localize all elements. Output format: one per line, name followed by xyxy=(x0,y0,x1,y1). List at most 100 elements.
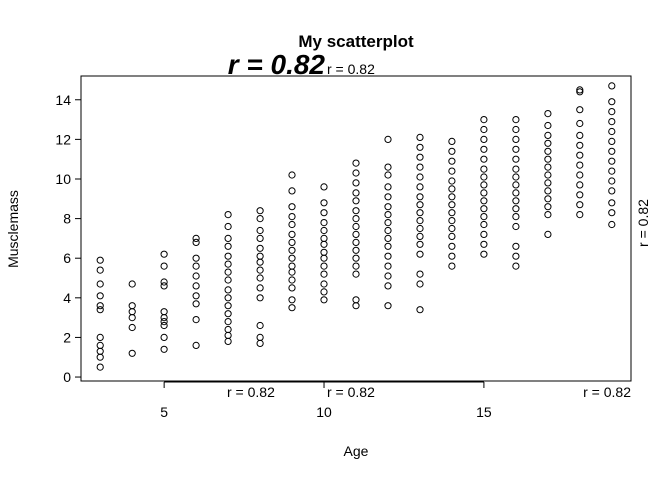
data-point xyxy=(128,323,136,332)
data-point xyxy=(256,284,264,292)
data-point xyxy=(576,106,584,114)
data-point xyxy=(352,238,360,246)
data-point xyxy=(416,193,424,201)
data-point xyxy=(608,167,616,175)
data-point xyxy=(608,177,616,185)
data-point xyxy=(384,234,392,242)
data-point xyxy=(544,203,552,211)
data-point xyxy=(320,262,328,270)
data-point xyxy=(192,292,200,300)
data-point xyxy=(416,173,424,181)
data-point xyxy=(320,219,328,227)
data-point xyxy=(224,252,232,260)
data-point xyxy=(288,262,296,270)
data-point xyxy=(256,294,264,302)
data-point xyxy=(352,179,360,187)
data-point xyxy=(480,189,488,197)
data-point xyxy=(256,234,264,242)
data-point xyxy=(448,147,456,155)
data-point xyxy=(256,266,264,274)
data-point xyxy=(384,242,392,250)
data-point xyxy=(416,240,424,248)
data-point xyxy=(608,187,616,195)
data-point xyxy=(448,224,456,233)
data-point xyxy=(384,302,392,310)
data-point xyxy=(256,226,264,235)
data-point xyxy=(448,177,456,185)
data-point xyxy=(320,248,328,256)
data-point xyxy=(256,339,264,347)
data-point xyxy=(192,234,200,242)
data-point xyxy=(416,250,424,258)
data-point xyxy=(96,266,104,274)
data-point xyxy=(480,135,488,143)
data-point xyxy=(384,226,392,235)
data-point xyxy=(352,254,360,262)
chart-title: My scatterplot xyxy=(298,32,414,51)
data-point xyxy=(384,282,392,290)
data-point xyxy=(288,203,296,211)
data-point xyxy=(384,163,392,171)
data-point xyxy=(384,211,392,219)
data-point xyxy=(224,337,232,345)
data-point xyxy=(544,230,552,238)
data-point xyxy=(448,201,456,209)
data-point xyxy=(448,157,456,165)
data-point xyxy=(448,185,456,193)
data-point xyxy=(384,203,392,211)
data-point xyxy=(352,159,360,167)
data-point xyxy=(576,191,584,199)
data-point xyxy=(512,165,520,173)
data-point xyxy=(544,131,552,139)
data-point xyxy=(480,213,488,221)
data-point xyxy=(512,222,520,231)
data-point xyxy=(288,213,296,221)
data-point xyxy=(352,296,360,304)
data-point xyxy=(224,222,232,231)
data-point xyxy=(128,349,136,357)
data-point xyxy=(96,292,104,300)
correlation-annotation-bottom-right: r = 0.82 xyxy=(583,384,631,400)
data-point xyxy=(608,127,616,136)
y-tick-label: 8 xyxy=(63,211,71,227)
data-point xyxy=(224,286,232,294)
data-point xyxy=(192,272,200,280)
data-point xyxy=(352,189,360,197)
data-point xyxy=(128,280,136,288)
data-point xyxy=(384,252,392,260)
data-point xyxy=(192,316,200,324)
data-point xyxy=(480,145,488,153)
data-point xyxy=(608,137,616,145)
data-point xyxy=(544,171,552,179)
data-point xyxy=(160,321,168,330)
data-point xyxy=(416,133,424,141)
data-point xyxy=(320,288,328,296)
data-point xyxy=(480,230,488,238)
data-point xyxy=(480,197,488,205)
data-point xyxy=(544,155,552,163)
data-point xyxy=(576,201,584,209)
data-point xyxy=(160,262,168,270)
points-layer xyxy=(96,82,616,371)
data-point xyxy=(448,242,456,250)
data-point xyxy=(288,246,296,254)
data-point xyxy=(544,187,552,195)
data-point xyxy=(576,141,584,149)
data-point xyxy=(608,199,616,207)
data-point xyxy=(288,220,296,229)
data-point xyxy=(352,246,360,254)
data-point xyxy=(288,284,296,292)
data-point xyxy=(256,215,264,223)
data-point xyxy=(320,280,328,288)
data-point xyxy=(288,304,296,312)
data-point xyxy=(544,163,552,171)
data-point xyxy=(160,345,168,353)
correlation-annotation-bottom-center: r = 0.82 xyxy=(327,384,375,400)
data-point xyxy=(128,302,136,310)
data-point xyxy=(96,353,104,361)
x-tick-label: 15 xyxy=(476,404,492,420)
data-point xyxy=(512,252,520,260)
data-point xyxy=(576,88,584,96)
data-point xyxy=(224,310,232,318)
data-point xyxy=(416,280,424,288)
